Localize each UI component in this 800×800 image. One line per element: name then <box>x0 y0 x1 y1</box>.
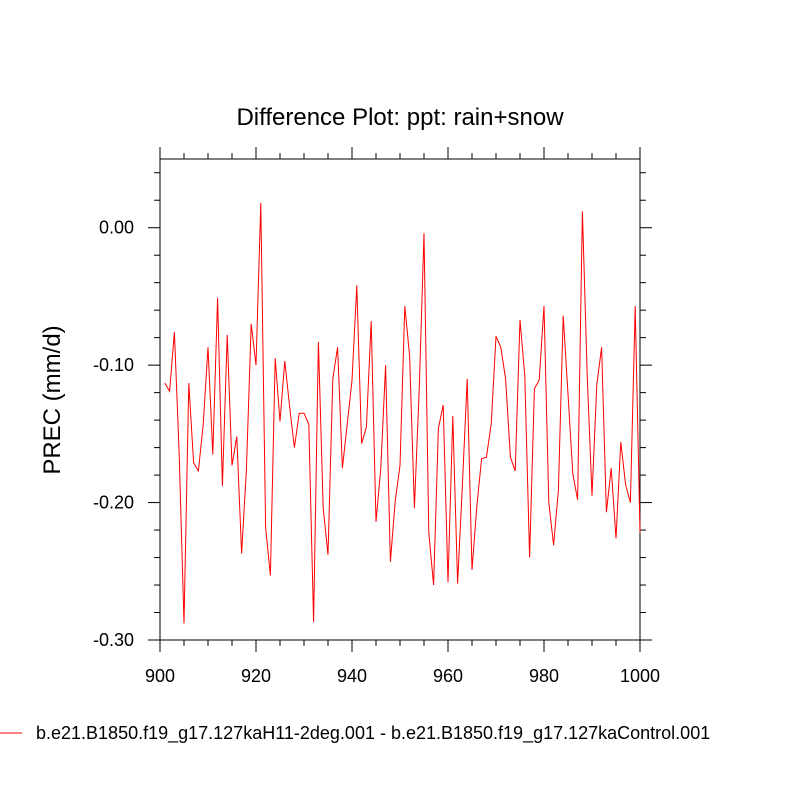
x-tick-label: 900 <box>145 666 175 686</box>
x-tick-label: 920 <box>241 666 271 686</box>
x-tick-label: 960 <box>433 666 463 686</box>
y-axis-label: PREC (mm/d) <box>39 325 66 474</box>
y-tick-label: -0.10 <box>93 355 134 375</box>
y-tick-label: 0.00 <box>99 218 134 238</box>
x-axis: 900 920 940 960 980 1000 <box>145 147 660 686</box>
series-line-0 <box>164 202 641 624</box>
y-tick-label: -0.20 <box>93 493 134 513</box>
x-tick-label: 1000 <box>620 666 660 686</box>
chart-title: Difference Plot: ppt: rain+snow <box>236 104 564 131</box>
y-axis: 0.00 -0.10 -0.20 -0.30 <box>93 172 652 650</box>
legend-label: b.e21.B1850.f19_g17.127kaH11-2deg.001 - … <box>36 723 710 744</box>
y-tick-label: -0.30 <box>93 630 134 650</box>
series-layer <box>164 202 641 624</box>
x-tick-label: 940 <box>337 666 367 686</box>
legend: b.e21.B1850.f19_g17.127kaH11-2deg.001 - … <box>0 723 710 744</box>
x-tick-label: 980 <box>529 666 559 686</box>
